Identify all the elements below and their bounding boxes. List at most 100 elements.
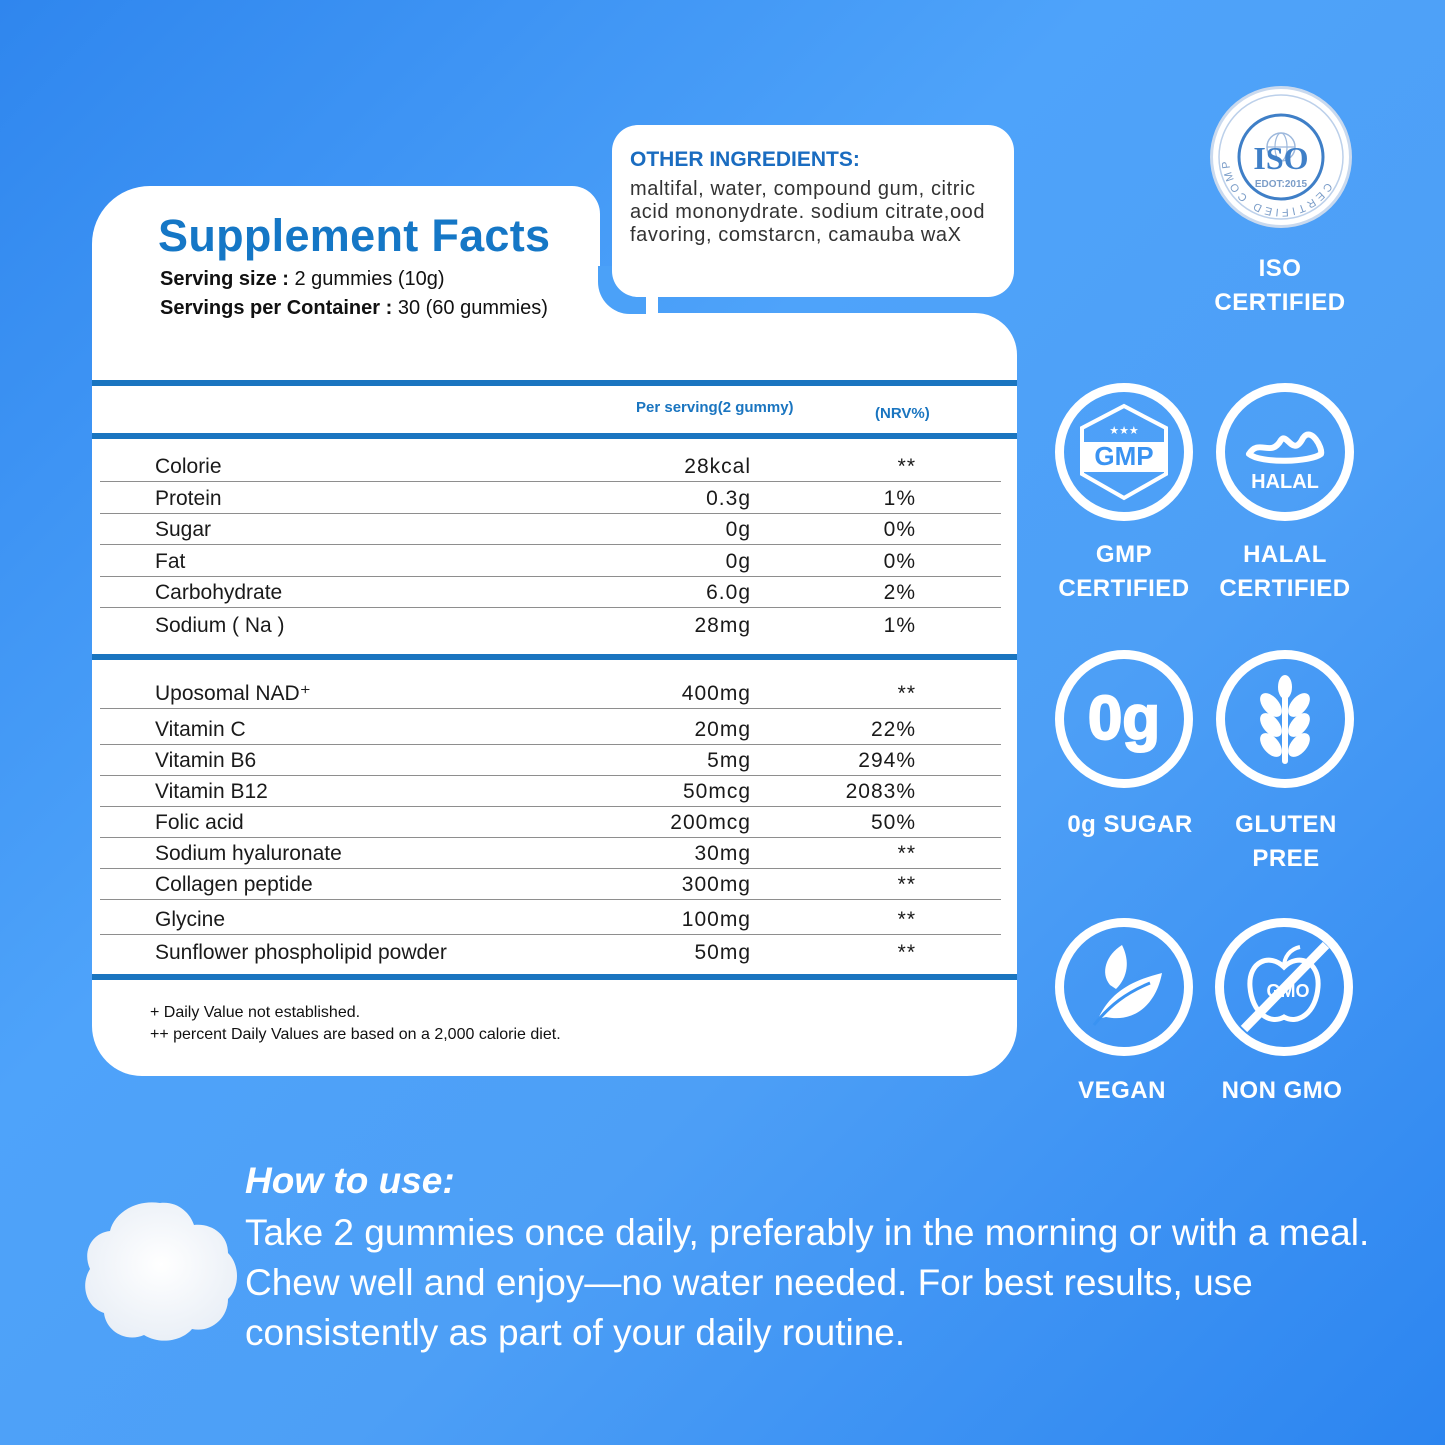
footnote-calorie-diet: ++ percent Daily Values are based on a 2… <box>150 1026 561 1043</box>
table-row: Glycine 100mg ** <box>100 904 1001 935</box>
nutrient-name: Vitamin C <box>155 718 246 741</box>
nutrient-nrv: 50% <box>870 811 916 834</box>
halal-icon-text: HALAL <box>1251 471 1319 493</box>
nutrient-amount: 300mg <box>681 873 751 896</box>
nutrient-amount: 30mg <box>694 842 751 865</box>
zero-sugar-label: 0g SUGAR <box>1030 808 1230 842</box>
nutrient-name: Collagen peptide <box>155 873 313 896</box>
gmp-label-line2: CERTIFIED <box>1058 575 1190 602</box>
nutrient-nrv: ** <box>897 682 916 705</box>
non-gmo-icon: GMO <box>1215 918 1353 1056</box>
gmp-icon-text: GMP <box>1094 441 1153 471</box>
halal-label-line1: HALAL <box>1243 541 1327 568</box>
iso-seal-center: ISO <box>1253 140 1308 176</box>
table-rule-top <box>92 380 1017 386</box>
iso-seal-sub: EDOT:2015 <box>1255 179 1308 190</box>
nutrient-nrv: ** <box>897 842 916 865</box>
gummy-icon <box>85 1202 237 1341</box>
nutrient-amount: 100mg <box>681 908 751 931</box>
nutrient-nrv: 294% <box>858 749 916 772</box>
nutrient-amount: 28kcal <box>684 455 751 478</box>
howto-text: Take 2 gummies once daily, preferably in… <box>245 1212 1370 1353</box>
nutrient-amount: 20mg <box>694 718 751 741</box>
nutrient-name: Carbohydrate <box>155 581 283 604</box>
servings-label: Servings per Container : <box>160 297 393 319</box>
nutrient-name: Sunflower phospholipid powder <box>155 941 447 964</box>
nutrient-amount: 50mg <box>694 941 751 964</box>
nutrient-nrv: 0% <box>883 518 916 541</box>
nutrient-name: Sugar <box>155 518 212 541</box>
wheat-icon <box>1216 650 1354 788</box>
table-row: Folic acid 200mcg 50% <box>100 807 1001 838</box>
facts-card <box>92 313 1017 1076</box>
serving-size-value: 2 gummies (10g) <box>294 268 445 290</box>
table-row: Carbohydrate 6.0g 2% <box>100 577 1001 608</box>
nutrient-name: Sodium ( Na ) <box>155 614 285 637</box>
ingredients-text: maltifal, water, compound gum, citric ac… <box>630 178 986 246</box>
table-row: Vitamin B6 5mg 294% <box>100 745 1001 776</box>
gmp-icon: GMP ★★★ <box>1055 383 1193 521</box>
nutrient-amount: 400mg <box>681 682 751 705</box>
ingredients-card <box>612 125 1014 297</box>
nutrient-amount: 0g <box>725 518 751 541</box>
non-gmo-label: NON GMO <box>1182 1074 1382 1108</box>
nutrient-name: Protein <box>155 487 222 510</box>
column-header-nrv: (NRV%) <box>875 405 930 422</box>
nutrient-nrv: 1% <box>883 614 916 637</box>
non-gmo-label-line1: NON GMO <box>1221 1077 1343 1104</box>
nutrient-name: Folic acid <box>155 811 244 834</box>
table-row: Sodium hyaluronate 30mg ** <box>100 838 1001 869</box>
iso-label-line2: CERTIFIED <box>1214 289 1346 316</box>
gmp-label-line1: GMP <box>1095 541 1153 568</box>
nutrient-amount: 200mcg <box>670 811 751 834</box>
ingredients-title: OTHER INGREDIENTS: <box>630 148 860 171</box>
nutrient-nrv: ** <box>897 908 916 931</box>
table-row: Sugar 0g 0% <box>100 514 1001 545</box>
servings-per-container: Servings per Container : 30 (60 gummies) <box>160 297 548 320</box>
nutrient-nrv: 22% <box>870 718 916 741</box>
iso-label: ISO CERTIFIED <box>1180 252 1380 320</box>
nutrient-name: Glycine <box>155 908 226 931</box>
nutrient-amount: 50mcg <box>682 780 751 803</box>
nutrient-amount: 6.0g <box>706 581 751 604</box>
nutrient-name: Colorie <box>155 455 222 478</box>
table-rule-middle <box>92 654 1017 660</box>
zero-sugar-label-line1: 0g SUGAR <box>1067 811 1193 838</box>
nutrient-nrv: 0% <box>883 550 916 573</box>
table-rule-header <box>92 433 1017 439</box>
nutrient-amount: 0g <box>725 550 751 573</box>
table-row: Protein 0.3g 1% <box>100 483 1001 514</box>
table-row: Colorie 28kcal ** <box>100 451 1001 482</box>
gluten-free-label-line2: PREE <box>1252 845 1320 872</box>
nutrient-amount: 5mg <box>707 749 751 772</box>
nutrient-nrv: 1% <box>883 487 916 510</box>
nutrient-amount: 0.3g <box>706 487 751 510</box>
nutrient-name: Fat <box>155 550 186 573</box>
gluten-free-label-line1: GLUTEN <box>1235 811 1337 838</box>
footnote-daily-value: + Daily Value not established. <box>150 1004 361 1021</box>
serving-size-label: Serving size : <box>160 268 289 290</box>
column-header-per-serving: Per serving(2 gummy) <box>636 399 794 416</box>
nutrient-name: Vitamin B6 <box>155 749 257 772</box>
table-row: Fat 0g 0% <box>100 546 1001 577</box>
nutrient-nrv: ** <box>897 455 916 478</box>
nutrient-nrv: ** <box>897 873 916 896</box>
table-row: Collagen peptide 300mg ** <box>100 869 1001 900</box>
nutrient-amount: 28mg <box>694 614 751 637</box>
gmp-label: GMP CERTIFIED <box>1024 538 1224 606</box>
halal-icon: HALAL <box>1216 383 1354 521</box>
serving-size: Serving size : 2 gummies (10g) <box>160 268 445 291</box>
iso-seal-icon: CERTIFIED COMPANY ISO EDOT:2015 <box>1208 80 1352 228</box>
vegan-label: VEGAN <box>1022 1074 1222 1108</box>
table-row: Sunflower phospholipid powder 50mg ** <box>100 936 1001 967</box>
nutrient-name: Vitamin B12 <box>155 780 268 803</box>
gluten-free-label: GLUTEN PREE <box>1186 808 1386 876</box>
nutrient-name: Uposomal NAD⁺ <box>155 682 311 705</box>
halal-label-line2: CERTIFIED <box>1219 575 1351 602</box>
table-row: Vitamin C 20mg 22% <box>100 714 1001 745</box>
leaf-icon <box>1055 918 1193 1056</box>
nutrient-nrv: 2083% <box>845 780 916 803</box>
zero-sugar-icon: 0g <box>1055 650 1193 788</box>
table-row: Uposomal NAD⁺ 400mg ** <box>100 678 1001 709</box>
nutrient-nrv: 2% <box>883 581 916 604</box>
